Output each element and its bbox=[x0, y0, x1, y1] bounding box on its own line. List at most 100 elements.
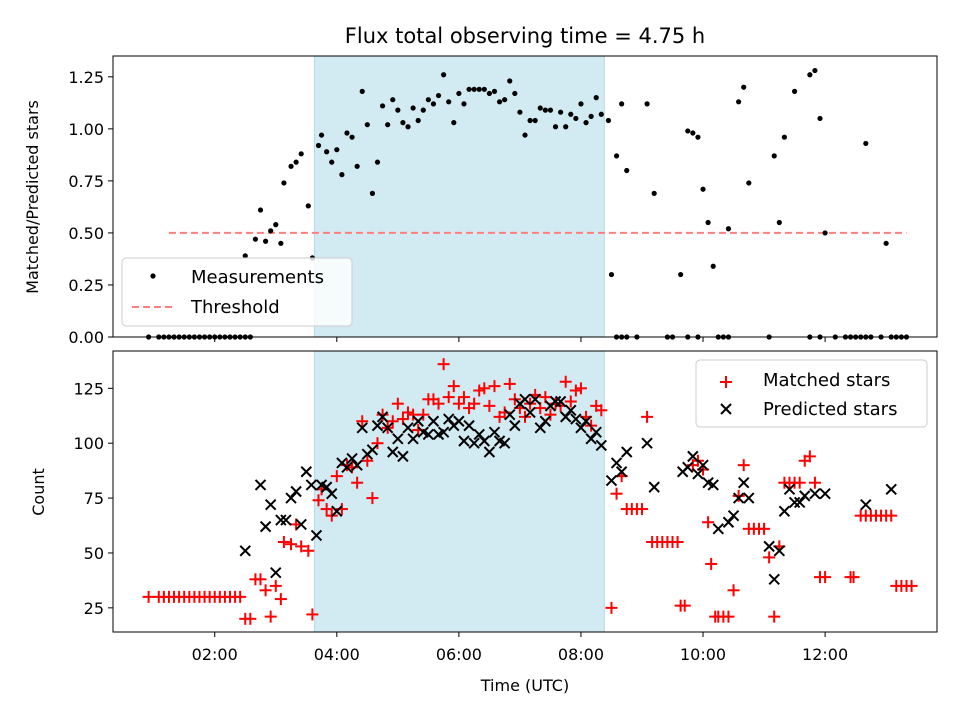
matched-star-point bbox=[605, 601, 618, 614]
measurement-point bbox=[354, 163, 360, 169]
predicted-star-point bbox=[549, 395, 562, 408]
predicted-star-point bbox=[763, 540, 775, 553]
measurement-point bbox=[451, 120, 457, 126]
measurement-point bbox=[471, 86, 477, 92]
matched-star-point bbox=[793, 476, 806, 489]
measurement-point bbox=[374, 159, 381, 165]
bottom-y-axis-label: Count bbox=[29, 468, 48, 516]
measurement-point bbox=[705, 219, 711, 226]
matched-star-point bbox=[264, 610, 277, 623]
matched-star-point bbox=[473, 384, 486, 397]
matched-star-point bbox=[306, 608, 319, 621]
matched-star-point bbox=[564, 395, 577, 408]
measurement-point bbox=[315, 142, 322, 149]
measurement-point bbox=[257, 207, 264, 213]
predicted-star-point bbox=[392, 433, 404, 445]
matched-star-point bbox=[635, 503, 648, 516]
predicted-star-point bbox=[402, 422, 414, 434]
predicted-star-point bbox=[270, 567, 282, 579]
predicted-star-point bbox=[371, 419, 384, 432]
predicted-star-point bbox=[346, 452, 358, 465]
measurement-point bbox=[461, 101, 467, 107]
matched-star-point bbox=[763, 551, 776, 564]
measurement-point bbox=[558, 109, 564, 115]
measurement-point bbox=[593, 95, 599, 101]
predicted-star-point bbox=[788, 496, 801, 509]
measurement-point bbox=[822, 230, 828, 236]
predicted-star-point bbox=[565, 404, 577, 416]
measurement-point bbox=[781, 134, 788, 140]
predicted-star-point bbox=[743, 492, 755, 504]
measurement-point bbox=[807, 72, 813, 78]
predicted-star-point bbox=[648, 481, 660, 493]
predicted-star-point bbox=[641, 437, 653, 449]
predicted-star-point bbox=[509, 419, 521, 432]
predicted-star-point bbox=[539, 415, 552, 427]
measurement-point bbox=[710, 263, 716, 269]
top-y-tick-label: 0.75 bbox=[68, 172, 104, 191]
predicted-star-point bbox=[799, 490, 811, 502]
legend-measurements-marker bbox=[150, 273, 156, 279]
measurement-point bbox=[400, 120, 406, 126]
measurement-point bbox=[441, 72, 447, 78]
measurement-point bbox=[339, 172, 345, 178]
predicted-star-point bbox=[722, 516, 735, 528]
predicted-star-point bbox=[692, 468, 704, 480]
measurement-point bbox=[771, 153, 777, 159]
measurement-point bbox=[318, 132, 325, 138]
measurement-point bbox=[700, 186, 706, 192]
predicted-star-point bbox=[285, 492, 297, 504]
predicted-star-point bbox=[773, 545, 786, 557]
predicted-star-point bbox=[738, 477, 750, 489]
bottom-y-tick-label: 75 bbox=[84, 489, 104, 508]
matched-star-point bbox=[417, 408, 430, 421]
matched-star-point bbox=[574, 382, 587, 395]
predicted-star-point bbox=[519, 393, 531, 406]
bottom-y-tick-label: 25 bbox=[84, 599, 104, 618]
matched-star-point bbox=[361, 454, 374, 467]
measurement-point bbox=[624, 167, 630, 174]
predicted-star-point bbox=[320, 481, 333, 493]
matched-star-point bbox=[705, 557, 718, 570]
matched-star-point bbox=[610, 487, 623, 500]
predicted-star-point bbox=[687, 450, 699, 463]
x-tick-label: 08:00 bbox=[558, 645, 604, 664]
predicted-star-point bbox=[524, 406, 536, 419]
predicted-stars-points bbox=[239, 393, 897, 586]
matched-star-point bbox=[244, 612, 257, 625]
predicted-star-point bbox=[727, 509, 740, 522]
matched-star-point bbox=[678, 599, 691, 612]
top-y-ticks: 0.00 0.25 0.50 0.75 1.00 1.25 bbox=[68, 68, 113, 347]
measurement-point bbox=[369, 190, 376, 196]
matched-star-point bbox=[386, 415, 399, 428]
predicted-star-point bbox=[437, 426, 450, 438]
measurement-point bbox=[486, 90, 492, 97]
matched-star-point bbox=[847, 571, 860, 584]
predicted-star-point bbox=[819, 487, 831, 500]
predicted-star-point bbox=[254, 479, 267, 491]
measurement-point bbox=[278, 240, 284, 246]
measurement-point bbox=[410, 105, 416, 111]
measurement-point bbox=[268, 228, 274, 234]
matched-star-point bbox=[442, 391, 455, 404]
matched-star-point bbox=[285, 538, 298, 551]
predicted-star-point bbox=[615, 466, 628, 478]
predicted-star-point bbox=[453, 415, 465, 427]
matched-star-point bbox=[142, 590, 155, 603]
matched-star-point bbox=[905, 579, 918, 592]
predicted-star-point bbox=[422, 428, 435, 441]
measurement-point bbox=[425, 97, 431, 103]
matched-star-point bbox=[376, 408, 389, 421]
measurement-point bbox=[476, 86, 482, 92]
predicted-star-point bbox=[295, 518, 307, 531]
top-axes-frame bbox=[112, 55, 938, 338]
measurement-point bbox=[547, 107, 554, 113]
predicted-star-point bbox=[860, 498, 872, 511]
matched-star-point bbox=[488, 380, 501, 393]
measurement-point bbox=[385, 122, 391, 128]
matched-star-point bbox=[447, 380, 460, 393]
measurement-point bbox=[349, 134, 355, 140]
measurement-point bbox=[507, 78, 513, 84]
measurement-point bbox=[364, 122, 370, 128]
